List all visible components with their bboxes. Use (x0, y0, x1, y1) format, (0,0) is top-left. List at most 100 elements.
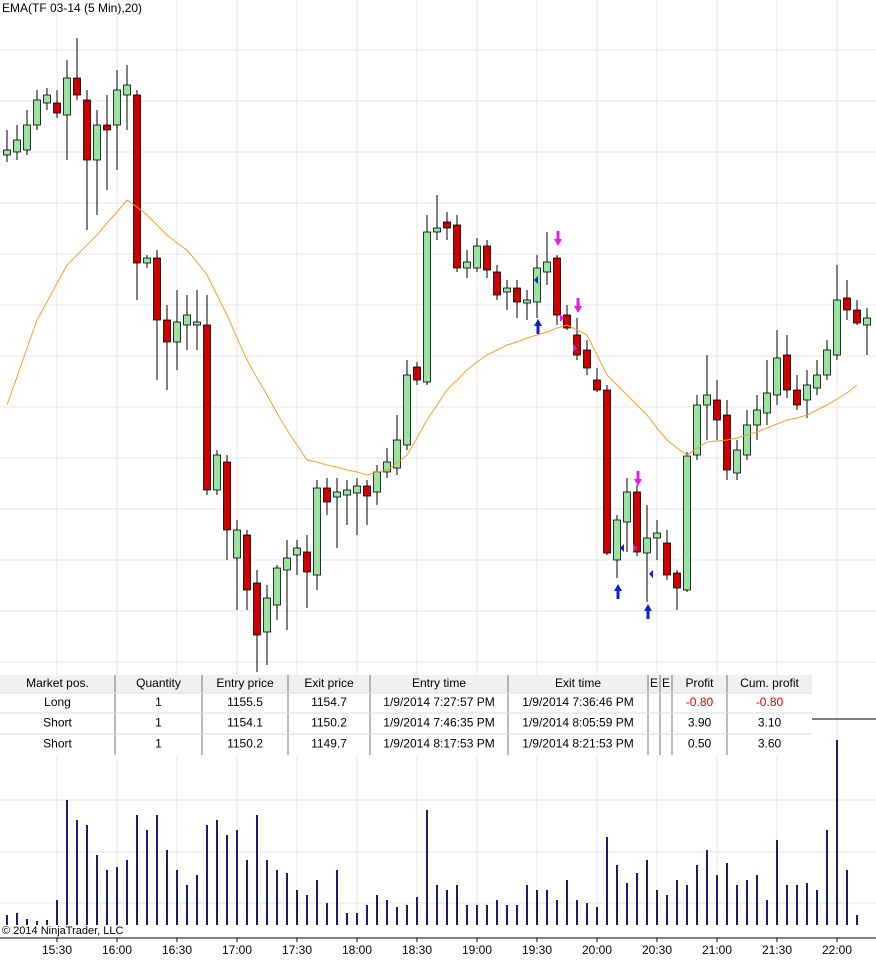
candle-body (343, 489, 351, 496)
candle-body (533, 267, 541, 303)
volume-bar (416, 897, 418, 925)
volume-bar (136, 815, 138, 925)
ema-line (6, 199, 858, 476)
candle-body (473, 245, 481, 269)
volume-bar (596, 907, 598, 925)
candle-body (453, 224, 461, 269)
volume-bar (16, 913, 18, 925)
candle-body (633, 491, 641, 553)
column-header: Cum. profit (740, 676, 799, 690)
volume-bar (246, 860, 248, 925)
x-tick-label: 19:30 (522, 943, 552, 957)
table-cell: Long (44, 695, 71, 709)
volume-bar (656, 890, 658, 925)
column-header: Quantity (136, 676, 181, 690)
candle-body (313, 487, 321, 576)
volume-bar (526, 885, 528, 925)
volume-bar (426, 810, 428, 925)
candle-body (3, 149, 11, 156)
table-cell: 1 (155, 737, 162, 751)
exit-arrow (574, 298, 582, 313)
volume-bar (856, 915, 858, 925)
volume-bar (496, 900, 498, 925)
table-cell: 1/9/2014 7:36:46 PM (522, 695, 633, 709)
candle-body (863, 317, 871, 326)
volume-bar (116, 867, 118, 925)
volume-bar (726, 863, 728, 925)
volume-bar (756, 875, 758, 925)
column-header: Entry price (216, 676, 274, 690)
volume-bar (186, 885, 188, 925)
candle-body (263, 597, 271, 633)
volume-bar (336, 870, 338, 925)
candle-body (763, 392, 771, 414)
candle-body (593, 379, 601, 391)
volume-bar (156, 815, 158, 925)
volume-bar (126, 860, 128, 925)
candle-body (423, 231, 431, 383)
candle-body (73, 77, 81, 96)
candle-body (833, 299, 841, 356)
candle-body (563, 314, 571, 329)
fill-marker (633, 544, 637, 552)
candle-body (203, 324, 211, 491)
table-cell: -0.80 (756, 695, 784, 709)
volume-bar (386, 900, 388, 925)
volume-bar (166, 850, 168, 925)
volume-bar (176, 870, 178, 925)
entry-arrow (614, 584, 622, 599)
candle-body (133, 94, 141, 264)
volume-bar (796, 885, 798, 925)
candle-body (703, 394, 711, 406)
volume-bar (346, 913, 348, 925)
volume-bar (66, 800, 68, 925)
candle-body (83, 99, 91, 161)
vertical-grid (56, 0, 838, 925)
table-cell: 3.10 (758, 716, 782, 730)
candle-body (63, 77, 71, 116)
candle-body (523, 299, 531, 304)
candle-body (273, 567, 281, 606)
x-tick-label: 21:00 (702, 943, 732, 957)
candle-body (843, 297, 851, 311)
volume-bar (266, 860, 268, 925)
volume-bar (516, 905, 518, 925)
candle-body (253, 582, 261, 636)
candle-body (333, 491, 341, 498)
table-header (0, 675, 812, 693)
volume-bar (776, 840, 778, 925)
volume-bar (406, 905, 408, 925)
trades-table: Market pos. Quantity Entry price Exit price… (0, 675, 812, 755)
candle-body (393, 439, 401, 469)
candle-body (123, 84, 131, 96)
candle-body (293, 547, 301, 556)
x-tick-label: 16:00 (102, 943, 132, 957)
table-cell: 1 (155, 695, 162, 709)
exit-arrow (634, 471, 642, 486)
exit-arrow (554, 231, 562, 246)
volume-bar (306, 895, 308, 925)
volume-bar (26, 919, 28, 925)
volume-bar (536, 890, 538, 925)
volume-bar (626, 883, 628, 925)
x-tick-label: 17:30 (282, 943, 312, 957)
candle-body (613, 519, 621, 561)
column-header: E (662, 676, 670, 690)
volume-bar (56, 900, 58, 925)
volume-bar (316, 880, 318, 925)
candle-body (213, 454, 221, 491)
volume-bar (256, 815, 258, 925)
candle-body (463, 261, 471, 269)
x-tick-label: 17:00 (222, 943, 252, 957)
volume-bar (506, 905, 508, 925)
candle-body (673, 572, 681, 589)
candle-body (53, 102, 61, 114)
volume-bar (806, 883, 808, 925)
volume-bar (196, 875, 198, 925)
volume-bar (736, 885, 738, 925)
candle-body (723, 414, 731, 471)
candle-body (433, 227, 441, 233)
candle-body (823, 349, 831, 376)
volume-bar (486, 905, 488, 925)
